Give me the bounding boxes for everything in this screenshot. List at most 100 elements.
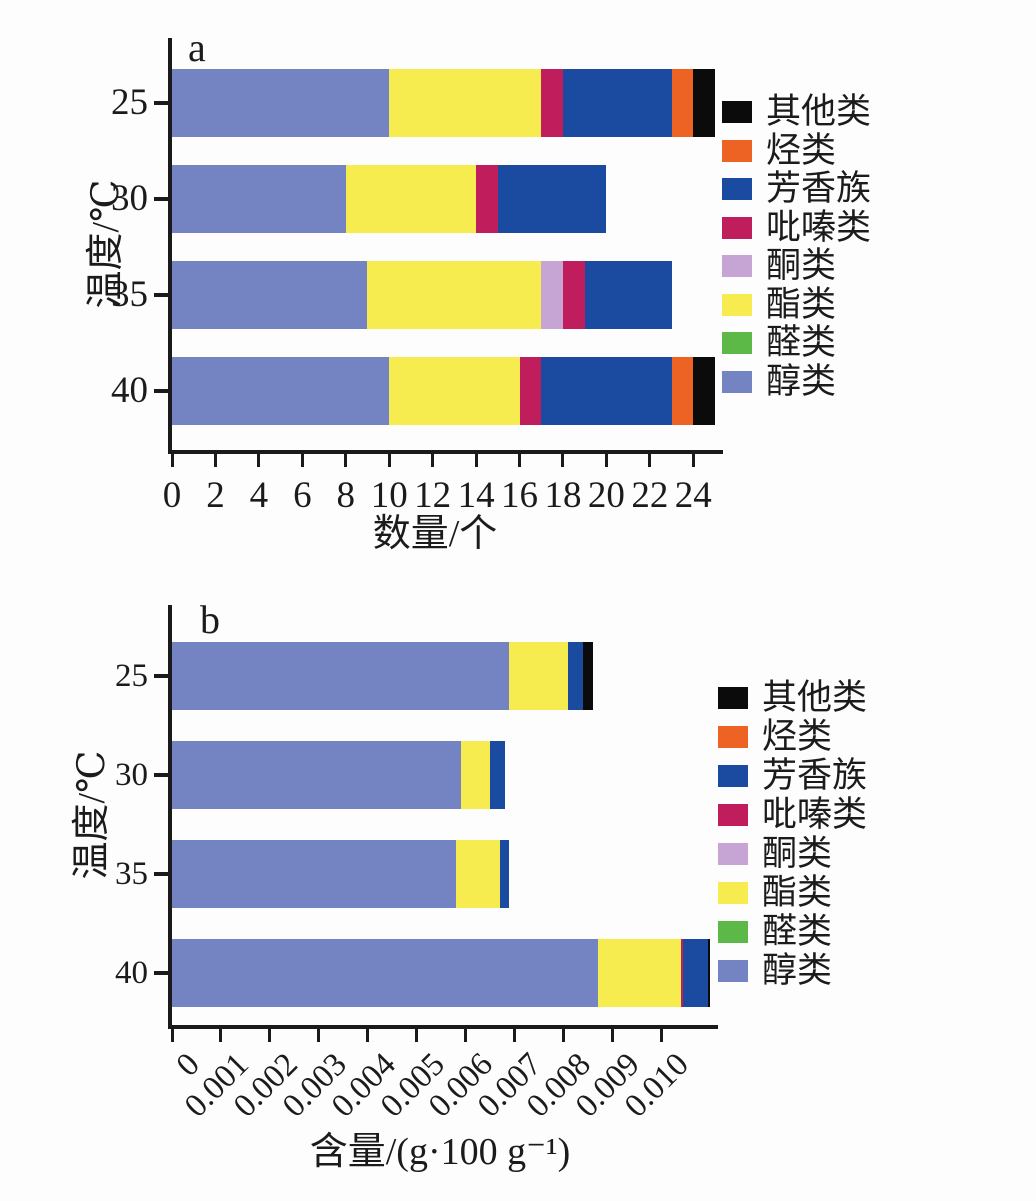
legend-label: 酯类	[766, 284, 837, 324]
bar-segment-醇类	[172, 357, 390, 425]
legend-label: 醛类	[762, 912, 833, 951]
panel-label-b: b	[200, 597, 220, 642]
legend-swatch	[718, 959, 748, 982]
legend-swatch	[722, 255, 752, 278]
legend-item: 醇类	[722, 362, 1022, 402]
legend-label: 醛类	[766, 323, 837, 362]
chart-a-panel: a 温度/℃ 数量/个 25 30 35 40 0 2 4 6 8 10 12 14 16 18 20 22 2…	[0, 0, 1036, 570]
legend-label: 其他类	[762, 678, 868, 717]
x-tick	[512, 1029, 516, 1042]
x-tick	[170, 454, 174, 467]
bar-segment-酯类	[597, 939, 681, 1007]
legend-swatch	[718, 725, 748, 748]
x-axis-title-b: 含量/(g·100 g⁻¹)	[309, 1131, 571, 1173]
x-tick	[219, 1029, 223, 1042]
x-tick	[344, 454, 348, 467]
y-tick	[154, 389, 172, 393]
legend-label: 酮类	[762, 834, 833, 873]
x-tick	[387, 454, 391, 467]
y-tick	[154, 293, 172, 297]
bar-segment-吡嗪类	[541, 69, 563, 137]
y-tick-label: 25	[115, 658, 148, 694]
legend-label: 酯类	[762, 873, 833, 912]
x-tick	[610, 1029, 614, 1042]
bar-segment-吡嗪类	[562, 261, 585, 329]
legend-swatch	[722, 216, 752, 239]
bar-segment-酯类	[460, 741, 490, 809]
legend-item: 酯类	[722, 284, 1022, 325]
x-tick-label: 2	[206, 475, 225, 516]
bar-segment-酯类	[345, 165, 477, 233]
x-tick-label: 16	[501, 475, 539, 516]
x-tick	[518, 454, 522, 467]
bar-segment-烃类	[671, 357, 694, 425]
bar-segment-其他类	[582, 642, 593, 710]
x-tick	[561, 454, 565, 467]
x-tick-label: 4	[249, 475, 269, 516]
legend-swatch	[722, 101, 752, 124]
x-tick-label: 14	[457, 475, 495, 516]
x-tick-label: 20	[587, 475, 625, 516]
y-tick-label: 35	[115, 856, 148, 892]
legend-label: 吡嗪类	[762, 795, 868, 834]
legend-swatch	[718, 881, 748, 904]
y-tick-label: 35	[111, 274, 148, 315]
legend-item: 吡嗪类	[722, 207, 1022, 248]
legend-item: 酮类	[718, 834, 1018, 873]
bar-segment-芳香族	[568, 642, 583, 710]
bar-segment-芳香族	[584, 261, 672, 329]
legend-swatch	[718, 686, 748, 709]
legend-item: 芳香族	[718, 756, 1018, 795]
bar-segment-其他类	[693, 69, 715, 137]
y-tick-label: 30	[115, 757, 148, 793]
x-axis-line	[168, 1025, 718, 1029]
legend-swatch	[718, 920, 748, 943]
x-axis-title-a: 数量/个	[372, 513, 498, 555]
legend-swatch	[722, 370, 752, 393]
bar-segment-酯类	[389, 357, 520, 425]
y-tick	[154, 773, 172, 777]
bar-segment-醇类	[172, 939, 598, 1007]
y-axis-line	[168, 38, 172, 454]
y-tick	[154, 197, 172, 201]
legend-item: 醇类	[718, 951, 1018, 990]
x-axis-line	[168, 450, 723, 454]
bar-segment-酯类	[509, 642, 569, 710]
bar-segment-烃类	[671, 69, 694, 137]
legend-label: 芳香族	[762, 756, 868, 795]
bar-segment-吡嗪类	[476, 165, 498, 233]
x-tick	[604, 454, 608, 467]
bar-segment-酯类	[367, 261, 542, 329]
legend-swatch	[722, 178, 752, 201]
legend-b: 其他类 烃类 芳香族 吡嗪类 酮类 酯类 醛类 醇类	[0, 570, 1036, 1201]
x-tick	[257, 454, 261, 467]
bar-segment-醇类	[172, 741, 461, 809]
x-tick-label: 12	[414, 475, 452, 516]
bar-segment-芳香族	[497, 165, 607, 233]
bar-segment-酯类	[389, 69, 542, 137]
chart-b-panel: b 温度/℃ 含量/(g·100 g⁻¹) 25 30 35 40 0 0.001 0.00…	[0, 570, 1036, 1201]
legend-swatch	[722, 293, 752, 316]
legend-label: 醇类	[762, 951, 833, 990]
y-tick-label: 40	[115, 955, 148, 991]
x-tick	[474, 454, 478, 467]
bar-segment-醇类	[172, 642, 510, 710]
x-tick	[300, 454, 304, 467]
x-tick	[431, 454, 435, 467]
bar-segment-吡嗪类	[680, 939, 684, 1007]
x-tick	[648, 454, 652, 467]
legend-label: 吡嗪类	[766, 207, 872, 247]
legend-item: 烃类	[722, 131, 1022, 171]
legend-swatch	[718, 764, 748, 787]
legend-label: 烃类	[762, 717, 833, 756]
x-tick	[691, 454, 695, 467]
legend-item: 吡嗪类	[718, 795, 1018, 834]
legend-swatch	[722, 139, 752, 162]
x-tick	[463, 1029, 467, 1042]
legend-label: 酮类	[766, 246, 837, 285]
bar-segment-醇类	[172, 69, 390, 137]
legend-swatch	[718, 803, 748, 826]
y-tick	[154, 872, 172, 876]
legend-item: 芳香族	[722, 169, 1022, 209]
y-tick	[154, 674, 172, 678]
